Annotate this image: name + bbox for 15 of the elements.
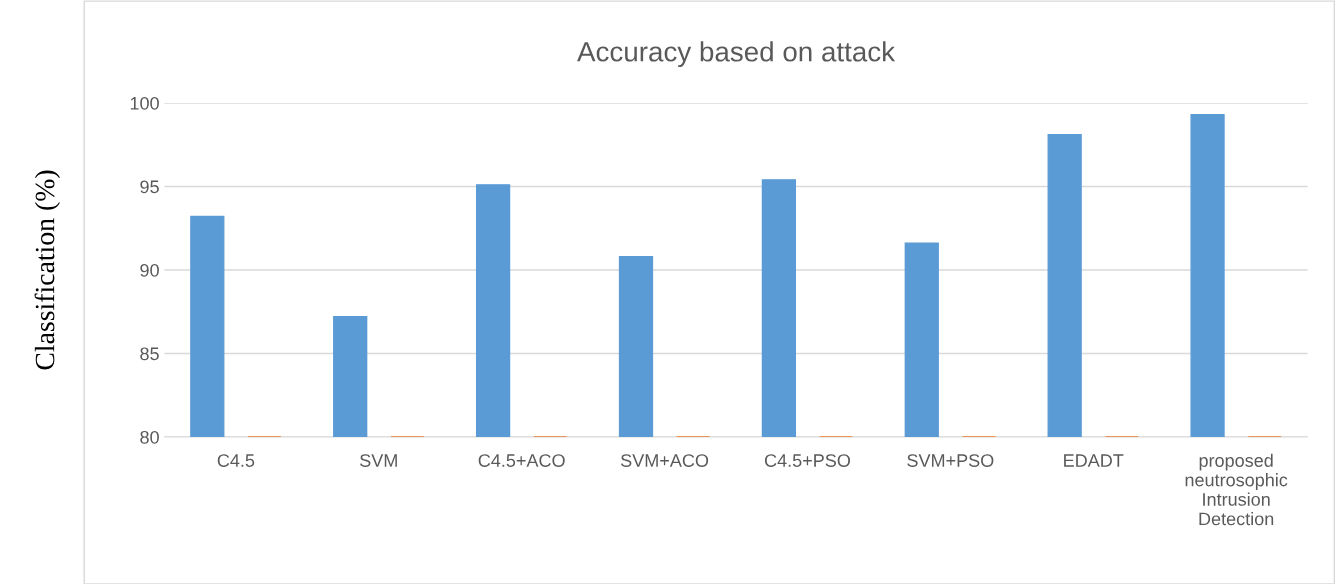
x-tick-label: SVM+PSO (907, 454, 994, 467)
x-tick-label: C4.5+ACO (478, 454, 565, 467)
y-tick-label: 80 (140, 430, 159, 444)
y-tick-label: 90 (140, 263, 159, 277)
x-tick-label: C4.5 (217, 454, 255, 467)
x-tick-label: proposed neutrosophic Intrusion Detection (1185, 453, 1288, 526)
x-tick-label: EDADT (1064, 454, 1124, 467)
y-tick-label: 85 (140, 347, 159, 361)
y-axis-title: Classification (%) (34, 170, 61, 370)
x-tick-label: C4.5+PSO (764, 454, 851, 467)
y-tick-label: 95 (140, 180, 159, 194)
y-tick-label: 100 (130, 96, 159, 110)
x-tick-label: SVM+ACO (620, 454, 709, 467)
chart-title: Accuracy based on attack (577, 41, 896, 68)
x-tick-label: SVM (360, 454, 397, 467)
